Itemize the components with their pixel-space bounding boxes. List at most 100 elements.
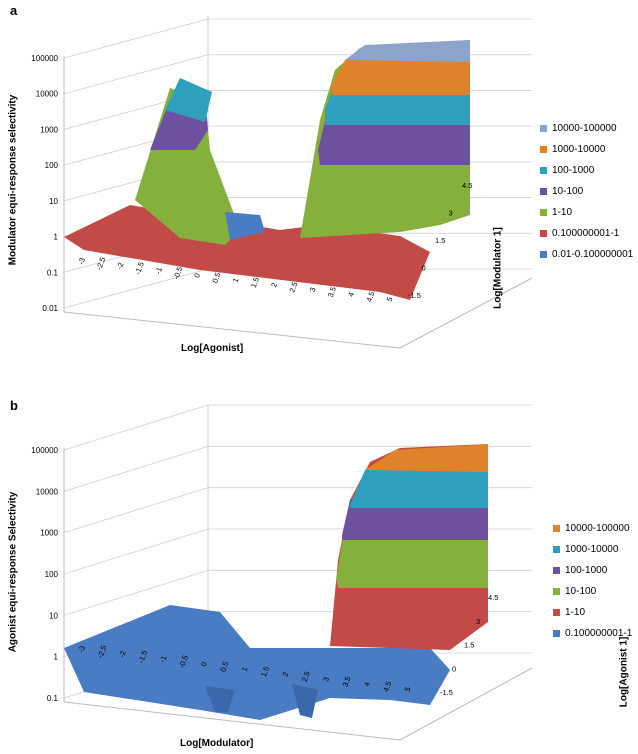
panel-b-x-tick-label: 0.5	[218, 660, 230, 673]
panel-b-gridline-left	[63, 404, 209, 451]
legend-label: 0.01-0.100000001	[552, 249, 634, 260]
panel-b-x-tick-label: 1	[240, 666, 250, 673]
surface-base	[64, 605, 450, 720]
panel-a-floor-front	[63, 311, 401, 349]
panel-b-z-tick-label: 1000	[40, 529, 58, 538]
panel-b-x-tick-label: 2.5	[300, 670, 312, 683]
panel-a-letter: a	[10, 3, 18, 18]
panel-a-x-tick-label: 4.5	[364, 290, 376, 303]
panel-a-x-tick-label: 2.5	[287, 281, 299, 294]
surface-rise-band-3	[342, 500, 488, 540]
panel-a-z-axis-title: Modulator equi-response selectivity	[7, 94, 19, 266]
legend-label: 0.100000001-1	[552, 228, 620, 239]
panel-b-x-tick-label: -0.5	[177, 654, 190, 669]
panel-b-x-tick-label: -1.5	[136, 649, 149, 664]
panel-a-x-tick-label: 0	[192, 272, 202, 279]
legend-item: 10000-100000	[553, 518, 632, 539]
legend-label: 0.100000001-1	[565, 628, 633, 639]
panel-b-z-tick-label: 100000	[31, 446, 58, 455]
legend-swatch	[540, 188, 547, 195]
panel-b-x-tick-label: 1.5	[259, 665, 271, 678]
panel-a-z-tick-label: 100	[45, 161, 59, 170]
panel-a-z-tick-label: 10	[49, 197, 58, 206]
panel-b-x-tick-label: 3	[321, 676, 331, 683]
panel-a-z-tick-label: 1	[54, 233, 59, 242]
legend-swatch	[540, 125, 547, 132]
panel-b-legend: 10000-100000 1000-10000 100-1000 10-100 1-10…	[553, 518, 632, 644]
panel-b-gridline-left	[63, 487, 209, 534]
panel-a-x-tick-label: 1.5	[249, 276, 261, 289]
legend-swatch	[540, 251, 547, 258]
panel-b-x-tick-label: 0	[199, 661, 209, 668]
surface-rise-band-4	[350, 468, 488, 508]
panel-a-x-tick-label: -2	[115, 261, 126, 270]
panel-a-surface	[64, 40, 470, 300]
panel-b-z-tick-label: 1	[54, 653, 59, 662]
panel-b-y-tick-label: 4.5	[488, 593, 498, 602]
legend-item: 10-100	[553, 581, 632, 602]
panel-a-x-tick-label: 0.5	[210, 271, 222, 284]
legend-label: 1-10	[552, 207, 573, 218]
legend-item: 100-1000	[540, 160, 633, 181]
panel-a-y-tick-label: 3	[449, 209, 453, 218]
legend-label: 10-100	[552, 186, 584, 197]
legend-label: 1000-10000	[565, 544, 619, 555]
panel-a-z-tick-label: 0.1	[47, 268, 59, 277]
panel-a-x-tick-label: -1	[153, 266, 164, 275]
legend-swatch	[553, 567, 560, 574]
legend-item: 1000-10000	[553, 539, 632, 560]
panel-a-z-tick-label: 100000	[31, 54, 58, 63]
legend-label: 100-1000	[552, 165, 595, 176]
panel-a-y-tick-label: 1.5	[435, 236, 445, 245]
panel-b-z-tick-label: 100	[45, 570, 59, 579]
panel-a-x-tick-label: 4	[346, 291, 356, 298]
panel-b-z-tick-label: 0.1	[47, 694, 59, 703]
panel-a-x-axis-title: Log[Agonist]	[181, 343, 244, 354]
legend-swatch	[553, 546, 560, 553]
surface-rise-band-4	[332, 55, 470, 95]
panel-a-x-tick-label: -3	[76, 256, 87, 265]
panel-a-x-tick-label: -2.5	[94, 256, 107, 271]
panel-a-z-tick-label: 0.01	[42, 304, 58, 313]
legend-swatch	[540, 167, 547, 174]
panel-b-x-tick-label: -1	[158, 654, 169, 663]
surface-peak-band-3	[165, 78, 212, 122]
panel-b-y-axis-title: Log[Agonist 1]	[618, 636, 630, 708]
panel-b-letter: b	[10, 398, 18, 413]
legend-label: 10000-100000	[565, 523, 630, 534]
legend-item: 1000-10000	[540, 139, 633, 160]
surface-rise-band-5	[345, 40, 470, 62]
panel-b-gridline-left	[63, 528, 209, 575]
legend-label: 100-1000	[565, 565, 608, 576]
panel-b-y-tick-label: -1.5	[440, 688, 453, 697]
panel-b-y-tick-label: 3	[476, 617, 480, 626]
panel-b-gridline-left	[63, 569, 209, 616]
legend-item: 0.100000001-1	[553, 623, 632, 644]
panel-a-x-tick-label: 5	[385, 296, 395, 303]
panel-a-x-tick-label: 3	[308, 286, 318, 293]
panel-b-x-tick-label: 3.5	[341, 675, 353, 688]
panel-b-y-tick-label: 1.5	[464, 641, 474, 650]
panel-b-y-tick-label: 0	[452, 664, 456, 673]
panel-a-x-tick-label: -1.5	[133, 261, 146, 276]
panel-a-y-tick-label: 0	[422, 264, 426, 273]
legend-swatch	[553, 525, 560, 532]
panel-a-gridline-left	[63, 18, 209, 59]
panel-a-x-tick-label: 1	[231, 277, 241, 284]
panel-a-z-tick-label: 1000	[40, 125, 58, 134]
panel-a-y-tick-label: 4.5	[462, 181, 472, 190]
legend-label: 1000-10000	[552, 144, 606, 155]
legend-swatch	[553, 609, 560, 616]
legend-item: 100-1000	[553, 560, 632, 581]
panel-a-x-tick-label: 2	[269, 281, 279, 288]
panel-b-floor-front	[63, 701, 401, 741]
legend-swatch	[540, 209, 547, 216]
legend-label: 10-100	[565, 586, 597, 597]
panel-b-x-tick-label: -2.5	[96, 644, 109, 659]
panel-a-legend: 10000-100000 1000-10000 100-1000 10-100 1-10…	[540, 118, 633, 265]
panel-a-floor-right	[399, 277, 533, 349]
legend-item: 10-100	[540, 181, 633, 202]
legend-swatch	[540, 230, 547, 237]
panel-b-x-axis-title: Log[Modulator]	[180, 738, 254, 749]
